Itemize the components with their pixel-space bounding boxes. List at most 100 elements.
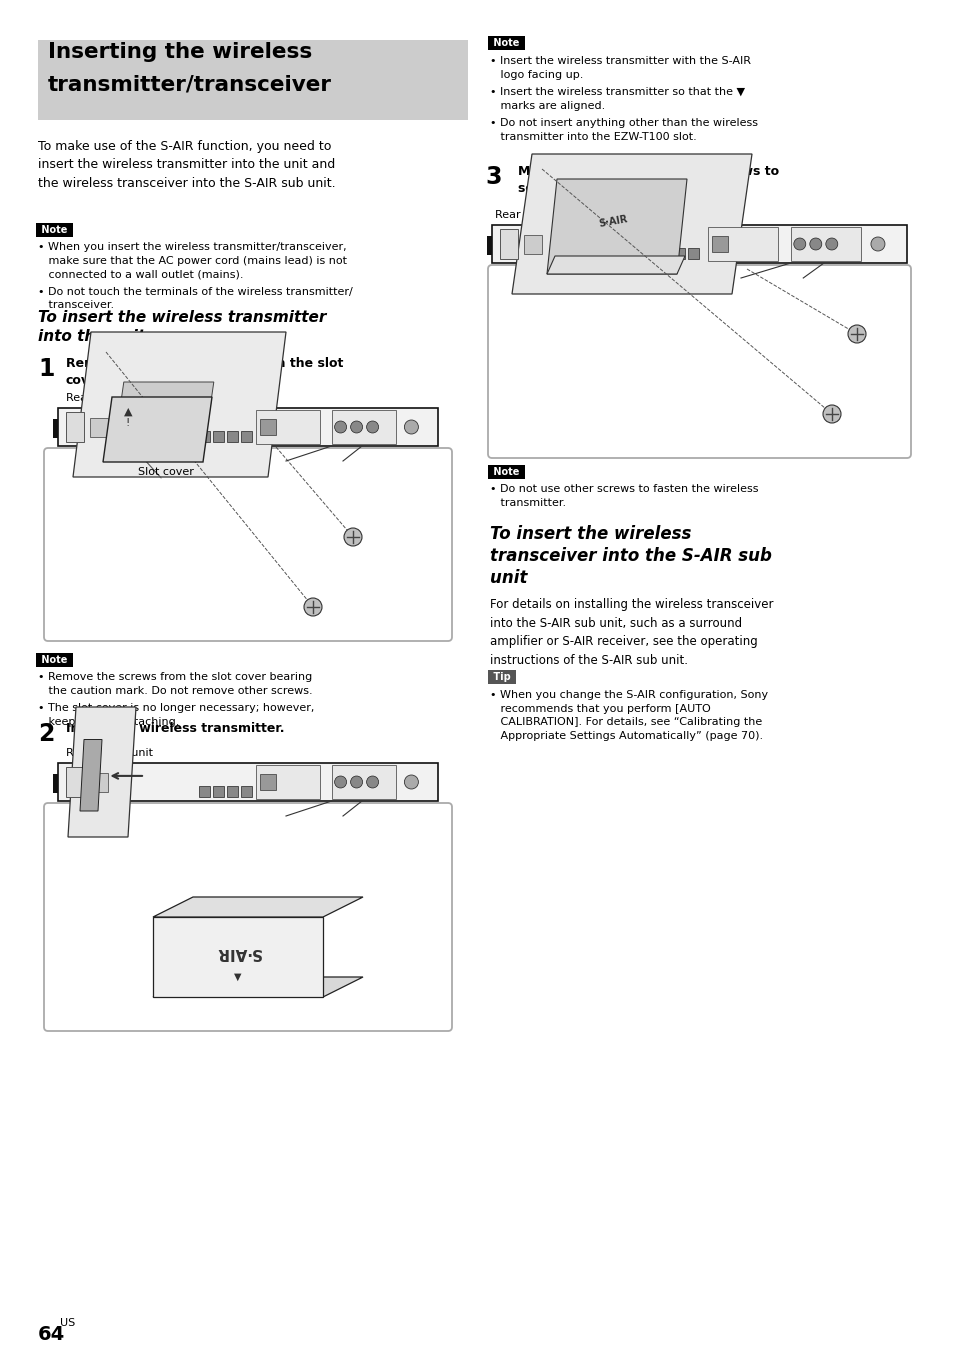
Text: • Remove the screws from the slot cover bearing
   the caution mark. Do not remo: • Remove the screws from the slot cover … [38, 672, 313, 695]
FancyBboxPatch shape [673, 249, 684, 260]
FancyBboxPatch shape [213, 431, 223, 442]
FancyBboxPatch shape [38, 41, 468, 120]
Text: Note: Note [490, 38, 522, 49]
Polygon shape [152, 977, 363, 996]
Text: Slot cover: Slot cover [138, 466, 193, 477]
Text: S·AIR: S·AIR [214, 945, 260, 960]
Text: • Do not touch the terminals of the wireless transmitter/
   transceiver.: • Do not touch the terminals of the wire… [38, 287, 353, 310]
FancyBboxPatch shape [259, 419, 275, 434]
FancyBboxPatch shape [332, 410, 395, 443]
FancyBboxPatch shape [499, 228, 517, 260]
Circle shape [825, 238, 837, 250]
FancyBboxPatch shape [645, 249, 656, 260]
Text: Insert the wireless transmitter.: Insert the wireless transmitter. [66, 722, 284, 735]
Text: Remove the screws and detach the slot
cover.: Remove the screws and detach the slot co… [66, 357, 343, 387]
FancyBboxPatch shape [44, 803, 452, 1032]
Text: Make sure to use the same screws to
secure the wireless transmitter.: Make sure to use the same screws to secu… [517, 165, 779, 195]
Text: Rear of the unit: Rear of the unit [66, 393, 152, 403]
Polygon shape [152, 896, 363, 917]
FancyBboxPatch shape [711, 237, 727, 251]
FancyBboxPatch shape [90, 772, 108, 791]
Text: 64: 64 [38, 1325, 65, 1344]
Circle shape [847, 324, 865, 343]
FancyBboxPatch shape [790, 227, 861, 261]
Text: US: US [60, 1318, 75, 1328]
Text: ▲
!: ▲ ! [124, 406, 132, 427]
Circle shape [366, 420, 378, 433]
Polygon shape [152, 917, 323, 996]
Text: transmitter/transceiver: transmitter/transceiver [48, 74, 332, 95]
Polygon shape [68, 707, 136, 837]
FancyBboxPatch shape [66, 767, 84, 798]
Polygon shape [80, 740, 102, 811]
FancyBboxPatch shape [227, 431, 237, 442]
Circle shape [344, 529, 361, 546]
FancyBboxPatch shape [488, 265, 910, 458]
FancyBboxPatch shape [58, 408, 437, 446]
Text: 3: 3 [484, 165, 501, 189]
Circle shape [335, 776, 346, 788]
Text: Rear of the unit: Rear of the unit [66, 748, 152, 758]
Circle shape [870, 237, 884, 251]
FancyBboxPatch shape [53, 775, 58, 794]
Text: Note: Note [490, 466, 522, 477]
Polygon shape [112, 383, 213, 457]
FancyBboxPatch shape [687, 249, 698, 260]
Text: • Do not insert anything other than the wireless
   transmitter into the EZW-T10: • Do not insert anything other than the … [490, 118, 758, 142]
FancyBboxPatch shape [255, 410, 320, 443]
FancyBboxPatch shape [332, 765, 395, 799]
Circle shape [366, 776, 378, 788]
FancyBboxPatch shape [53, 419, 58, 438]
Text: To insert the wireless transmitter
into the unit: To insert the wireless transmitter into … [38, 310, 326, 345]
FancyBboxPatch shape [486, 237, 492, 256]
Text: S·AIR: S·AIR [598, 214, 628, 230]
FancyBboxPatch shape [492, 224, 906, 264]
Polygon shape [103, 397, 212, 462]
FancyBboxPatch shape [44, 448, 452, 641]
Text: To insert the wireless
transceiver into the S-AIR sub
unit: To insert the wireless transceiver into … [490, 525, 771, 587]
FancyBboxPatch shape [90, 418, 108, 437]
Text: • When you insert the wireless transmitter/transceiver,
   make sure that the AC: • When you insert the wireless transmitt… [38, 242, 347, 280]
Circle shape [809, 238, 821, 250]
FancyBboxPatch shape [240, 787, 252, 798]
Text: • Do not use other screws to fasten the wireless
   transmitter.: • Do not use other screws to fasten the … [490, 484, 758, 507]
FancyBboxPatch shape [66, 412, 84, 442]
Text: 1: 1 [38, 357, 54, 381]
FancyBboxPatch shape [240, 431, 252, 442]
Circle shape [793, 238, 805, 250]
Text: ▼: ▼ [234, 972, 241, 982]
Circle shape [351, 776, 362, 788]
Circle shape [304, 598, 322, 617]
FancyBboxPatch shape [259, 775, 275, 790]
FancyBboxPatch shape [255, 765, 320, 799]
Text: Note: Note [38, 224, 71, 235]
Circle shape [822, 406, 841, 423]
Circle shape [351, 420, 362, 433]
Polygon shape [546, 256, 684, 274]
Text: • Insert the wireless transmitter so that the ▼
   marks are aligned.: • Insert the wireless transmitter so tha… [490, 87, 744, 111]
Polygon shape [73, 333, 286, 477]
Text: Inserting the wireless: Inserting the wireless [48, 42, 312, 62]
FancyBboxPatch shape [659, 249, 670, 260]
Text: • Insert the wireless transmitter with the S-AIR
   logo facing up.: • Insert the wireless transmitter with t… [490, 55, 750, 80]
Text: To make use of the S-AIR function, you need to
insert the wireless transmitter i: To make use of the S-AIR function, you n… [38, 141, 335, 191]
Text: For details on installing the wireless transceiver
into the S-AIR sub unit, such: For details on installing the wireless t… [490, 598, 773, 667]
FancyBboxPatch shape [707, 227, 778, 261]
FancyBboxPatch shape [198, 787, 210, 798]
Text: • When you change the S-AIR configuration, Sony
   recommends that you perform [: • When you change the S-AIR configuratio… [490, 690, 767, 741]
Text: Note: Note [38, 654, 71, 665]
FancyBboxPatch shape [213, 787, 223, 798]
Polygon shape [546, 178, 686, 274]
Circle shape [335, 420, 346, 433]
FancyBboxPatch shape [58, 763, 437, 800]
Text: • The slot cover is no longer necessary; however,
   keep it after detaching.: • The slot cover is no longer necessary;… [38, 703, 314, 726]
Circle shape [404, 775, 418, 790]
FancyBboxPatch shape [523, 234, 541, 254]
Polygon shape [512, 154, 751, 293]
FancyBboxPatch shape [227, 787, 237, 798]
Text: Rear of the unit: Rear of the unit [495, 210, 581, 220]
Text: 2: 2 [38, 722, 54, 746]
FancyBboxPatch shape [198, 431, 210, 442]
Circle shape [404, 420, 418, 434]
Text: Tip: Tip [490, 672, 514, 681]
